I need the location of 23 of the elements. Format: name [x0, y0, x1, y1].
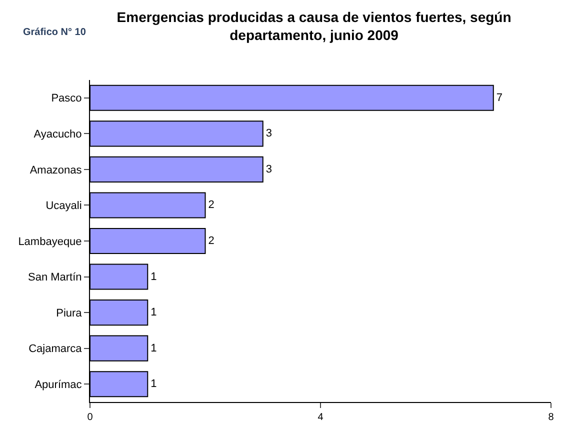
data-label: 1: [150, 306, 157, 319]
x-tick-label: 4: [318, 412, 324, 423]
y-tick-label: Cajamarca: [28, 343, 83, 356]
data-label: 2: [208, 199, 214, 212]
y-tick-label: Pasco: [51, 92, 82, 105]
y-tick-label: Amazonas: [30, 164, 82, 176]
text: Gráfico N° 10: [23, 27, 86, 38]
data-label: 3: [266, 163, 272, 176]
y-tick-label: Lambayeque: [18, 236, 82, 248]
data-label: 3: [266, 128, 272, 140]
y-tick-label: Piura: [56, 307, 83, 320]
y-tick-label: Ayacucho: [34, 128, 82, 141]
y-tick-label: Ucayali: [46, 200, 82, 212]
data-label: 1: [150, 342, 157, 354]
data-label: 1: [150, 270, 157, 283]
y-tick-label: Apurímac: [34, 378, 82, 391]
chart-title: Emergencias producidas a causa de vientos fuertes, según departamento, junio 2009: [116, 8, 512, 44]
x-tick-label: 0: [87, 412, 94, 423]
data-label: 1: [150, 378, 157, 390]
data-label: 7: [496, 92, 503, 104]
y-tick-label: San Martín: [28, 272, 82, 284]
data-label: 2: [208, 235, 214, 247]
x-tick-label: 8: [548, 412, 554, 423]
